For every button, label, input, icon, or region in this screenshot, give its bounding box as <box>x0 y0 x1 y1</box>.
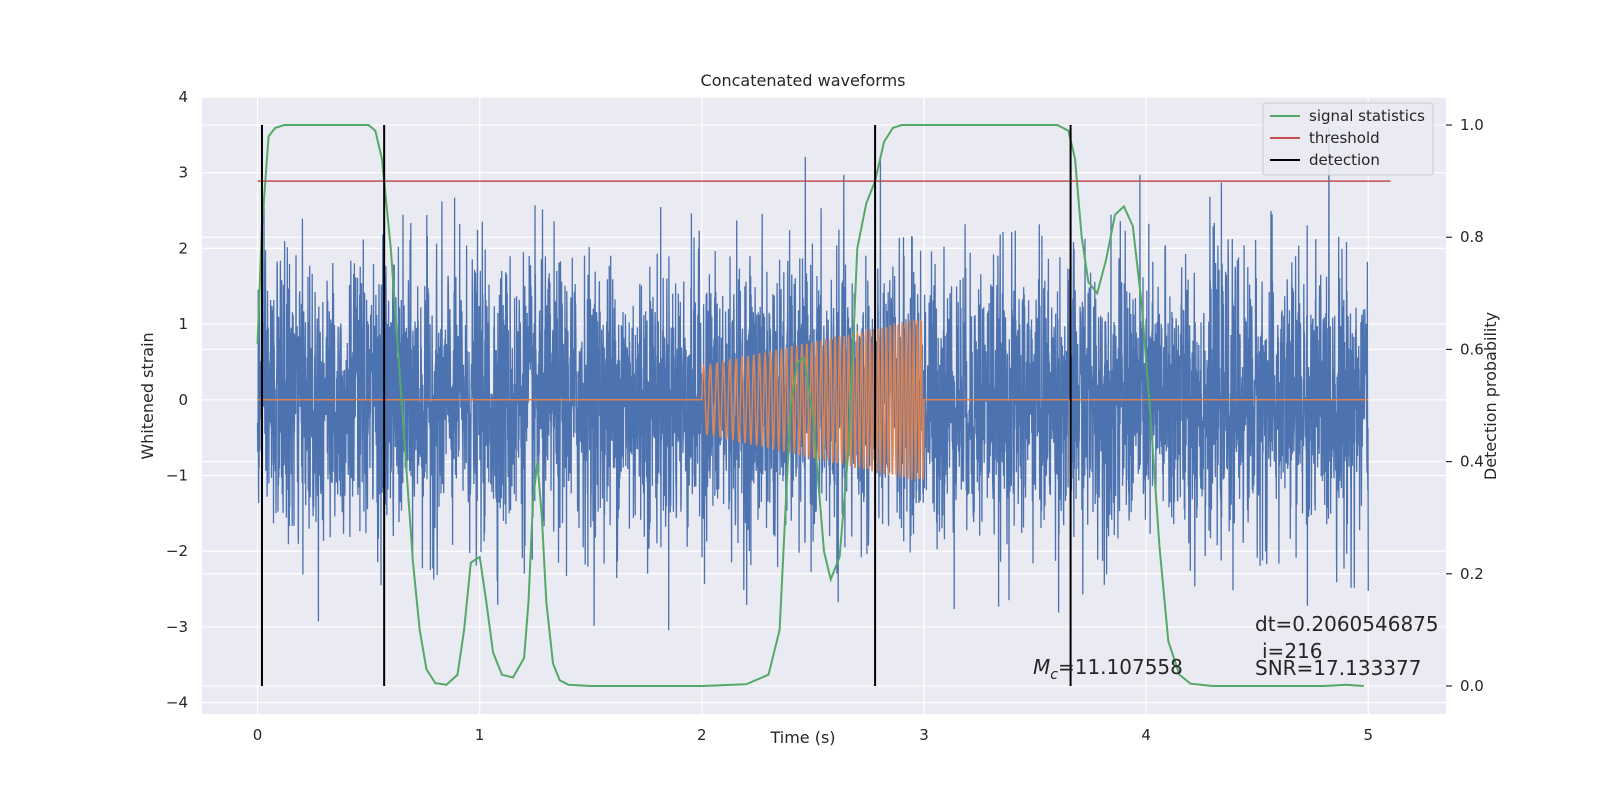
legend-label-detection: detection <box>1309 151 1380 169</box>
x-tick-label: 2 <box>697 726 707 744</box>
y-tick-label: −1 <box>166 467 188 485</box>
axes: 0 1 2 3 4 5 −4 −3 −2 −1 0 1 2 3 4 0.0 0.2 0.4 0.6 0.8 1.0 <box>166 88 1484 744</box>
signal-statistics-series <box>256 124 1391 687</box>
x-axis-label: Time (s) <box>769 728 835 747</box>
template-line <box>257 318 1369 481</box>
x-tick-label: 3 <box>919 726 929 744</box>
y-tick-label: 3 <box>178 164 188 182</box>
whitened-strain-line <box>256 127 1369 631</box>
legend-label-signal-statistics: signal statistics <box>1309 107 1425 125</box>
y2-axis-label: Detection probability <box>1481 312 1500 480</box>
y-axis-label: Whitened strain <box>138 332 157 459</box>
chirp-mass-value: =11.107558 <box>1058 655 1183 679</box>
y-tick-label: −4 <box>166 694 188 712</box>
legend: signal statistics threshold detection <box>1262 102 1434 176</box>
y-tick-label: 4 <box>178 88 188 106</box>
chart-title: Concatenated waveforms <box>701 71 906 90</box>
y2-tick-label: 0.8 <box>1460 228 1484 246</box>
x-tick-label: 1 <box>475 726 485 744</box>
index-annotation: i=216 <box>1262 639 1323 663</box>
y2-tick-label: 0.4 <box>1460 453 1484 471</box>
signal-statistics-line <box>256 124 1364 687</box>
chirp-mass-annotation: Mc=11.107558 <box>1033 655 1183 683</box>
y-tick-label: 2 <box>178 239 188 257</box>
legend-label-threshold: threshold <box>1309 129 1380 147</box>
y2-tick-label: 0.2 <box>1460 565 1484 583</box>
annotations: Mc=11.107558 dt=0.2060546875 i=216 SNR=1… <box>1033 612 1439 683</box>
y-tick-label: 1 <box>178 315 188 333</box>
snr-annotation: SNR=17.133377 <box>1255 656 1421 680</box>
dt-annotation: dt=0.2060546875 <box>1255 612 1439 636</box>
x-tick-label: 4 <box>1141 726 1151 744</box>
x-tick-label: 0 <box>253 726 263 744</box>
template-waveform-series <box>257 318 1369 481</box>
y2-tick-label: 0.6 <box>1460 340 1484 358</box>
whitened-strain-series <box>256 127 1369 631</box>
detection-lines <box>260 125 1072 686</box>
y-tick-label: −3 <box>166 618 188 636</box>
y-tick-label: −2 <box>166 542 188 560</box>
y2-tick-label: 1.0 <box>1460 116 1484 134</box>
y-tick-label: 0 <box>178 391 188 409</box>
legend-box <box>1262 102 1434 176</box>
x-tick-label: 5 <box>1363 726 1373 744</box>
y2-tick-label: 0.0 <box>1460 677 1484 695</box>
